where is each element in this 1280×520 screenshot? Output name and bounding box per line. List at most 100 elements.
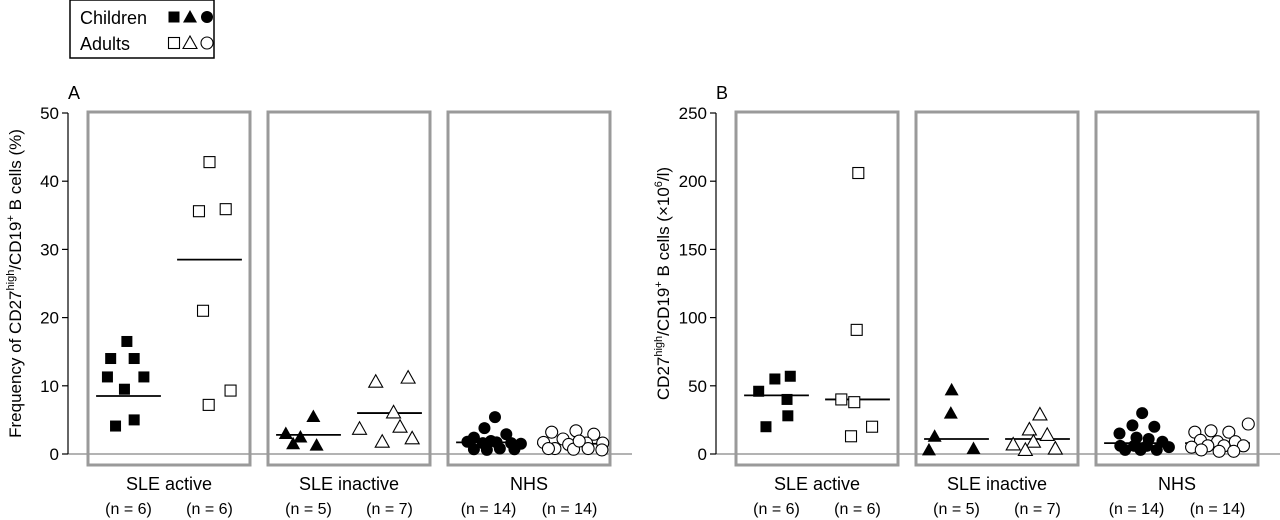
data-point <box>484 435 497 448</box>
n-label: (n = 5) <box>285 501 332 518</box>
data-point <box>581 441 595 456</box>
data-point <box>835 393 848 406</box>
y-axis-title-part: B cells (×10 <box>654 187 673 281</box>
y-tick-label: 30 <box>40 240 59 259</box>
panel-label: A <box>68 83 80 103</box>
data-point <box>848 396 861 409</box>
data-point <box>1017 441 1034 456</box>
y-axis-title-superscript: + <box>5 215 17 221</box>
data-point <box>784 370 796 382</box>
data-point <box>278 426 293 440</box>
data-point <box>478 422 491 435</box>
group-sle-inactive: SLE inactive (n = 5) (n = 7) <box>276 369 422 518</box>
data-point <box>1039 426 1056 441</box>
legend-adults-square-icon <box>167 36 181 50</box>
data-point <box>192 205 206 218</box>
data-point <box>203 156 216 169</box>
y-axis-title: CD27high/CD19+ B cells (×106/l) <box>653 167 673 400</box>
n-label: (n = 14) <box>1109 501 1165 518</box>
group-frame <box>86 110 252 467</box>
data-point <box>1126 419 1139 432</box>
data-point <box>1194 443 1208 457</box>
data-point <box>493 442 506 455</box>
data-point <box>508 443 521 456</box>
data-point <box>753 385 765 397</box>
y-tick-label: 100 <box>679 309 707 328</box>
legend-children-circle-icon <box>201 11 213 23</box>
y-tick-label: 50 <box>40 104 59 123</box>
data-point <box>202 398 215 411</box>
y-tick-label: 150 <box>679 240 707 259</box>
group-frame <box>266 110 432 467</box>
y-axis-title-superscript: high <box>5 270 17 291</box>
group-label: SLE active <box>774 474 860 494</box>
data-point <box>306 409 321 422</box>
data-point <box>760 421 772 433</box>
data-point <box>844 430 858 443</box>
legend-adults-triangle-icon <box>182 34 198 50</box>
data-point <box>587 427 601 441</box>
data-point <box>852 166 865 180</box>
data-point <box>385 404 402 419</box>
y-tick-label: 40 <box>40 172 59 191</box>
data-point <box>782 410 794 422</box>
y-tick-label: 250 <box>679 104 707 123</box>
data-point <box>351 420 368 435</box>
data-point <box>488 411 501 424</box>
y-tick-label: 50 <box>688 377 707 396</box>
data-point <box>309 438 324 451</box>
data-point <box>866 420 879 433</box>
y-axis-title: Frequency of CD27high/CD19+ B cells (%) <box>5 129 25 438</box>
data-point <box>101 371 113 383</box>
data-point <box>374 433 391 448</box>
group-nhs: NHS (n = 14) (n = 14) <box>456 411 610 518</box>
data-point <box>1025 433 1042 448</box>
data-point <box>572 434 586 448</box>
data-point <box>404 430 421 445</box>
y-tick-label: 20 <box>40 309 59 328</box>
legend-label-children: Children <box>80 8 147 28</box>
data-point <box>1212 444 1226 458</box>
legend-box <box>69 0 215 59</box>
data-point <box>1204 424 1218 438</box>
data-point <box>121 335 133 347</box>
data-point <box>769 373 781 385</box>
panel-label: B <box>716 83 728 103</box>
legend-label-adults: Adults <box>80 34 130 54</box>
data-point <box>1119 443 1132 456</box>
data-point <box>400 369 417 384</box>
data-point <box>1150 443 1163 456</box>
data-point <box>286 436 301 450</box>
n-label: (n = 6) <box>186 501 233 518</box>
n-label: (n = 6) <box>753 501 800 518</box>
n-label: (n = 14) <box>542 501 598 518</box>
data-point <box>1222 425 1236 439</box>
y-axis-title-superscript: 6 <box>653 181 665 187</box>
data-point <box>1236 439 1250 453</box>
y-axis-title-part: Frequency of CD27 <box>6 290 25 437</box>
n-label: (n = 14) <box>1190 501 1246 518</box>
legend: Children Adults <box>69 0 215 59</box>
y-axis-title-part: /CD19 <box>654 288 673 336</box>
data-point <box>966 441 981 455</box>
data-point <box>921 442 936 456</box>
panel-b: 0 50 100 150 200 250 B CD27high/CD19+ B cells (… <box>653 83 1280 518</box>
data-point <box>943 406 958 419</box>
group-frame <box>734 110 900 467</box>
data-point <box>293 429 308 443</box>
group-label: SLE inactive <box>947 474 1047 494</box>
legend-children-square-icon <box>168 11 180 23</box>
group-sle-inactive: SLE inactive (n = 5) (n = 7) <box>921 382 1070 518</box>
y-tick-label: 0 <box>50 445 59 464</box>
data-point <box>128 353 140 365</box>
data-point <box>1113 427 1126 440</box>
data-point <box>118 383 130 395</box>
data-point <box>367 373 384 388</box>
data-point <box>927 429 942 442</box>
data-point <box>1005 436 1022 451</box>
legend-adults-circle-icon <box>200 36 214 50</box>
y-tick-label: 200 <box>679 172 707 191</box>
n-label: (n = 7) <box>366 501 413 518</box>
group-frame <box>1094 110 1260 467</box>
